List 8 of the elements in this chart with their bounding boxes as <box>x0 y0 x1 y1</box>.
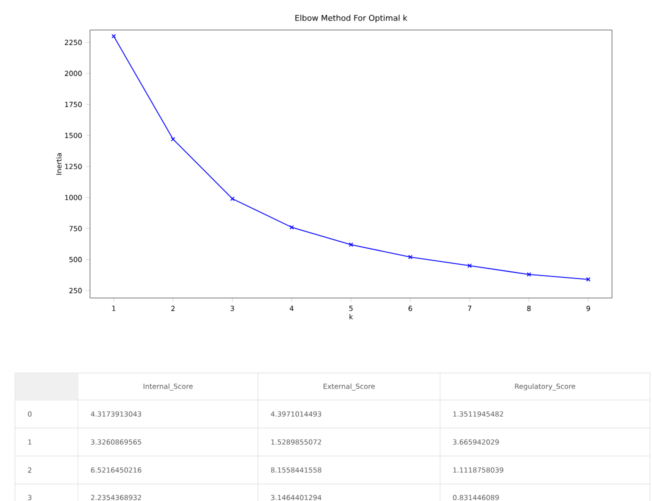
point <box>170 136 176 142</box>
point <box>230 196 235 201</box>
point <box>467 264 472 268</box>
chart-title: Elbow Method For Optimal k <box>295 14 408 22</box>
point <box>408 254 413 260</box>
point <box>526 272 532 277</box>
point <box>289 225 294 230</box>
point <box>348 242 354 247</box>
